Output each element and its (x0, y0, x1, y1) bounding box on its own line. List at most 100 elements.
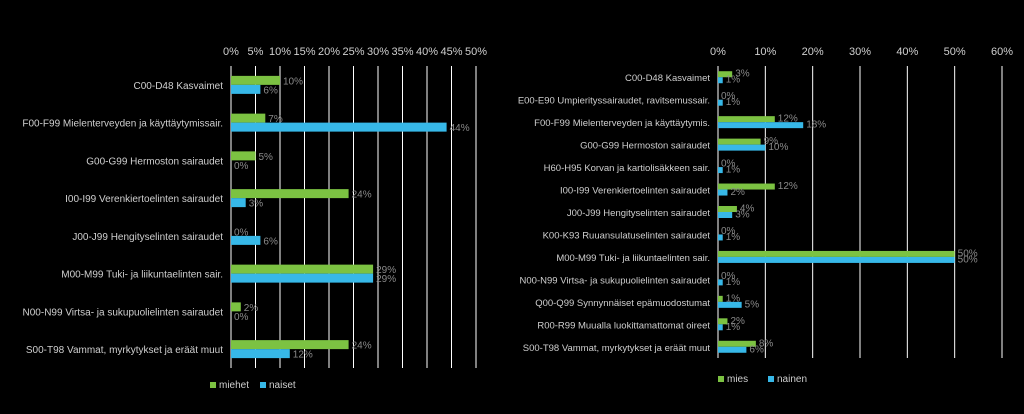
x-tick-label: 45% (440, 46, 462, 58)
bar-miehet (231, 264, 374, 274)
bar-nainen (718, 212, 733, 218)
x-tick-label: 20% (318, 46, 340, 58)
bar-naiset (231, 122, 447, 132)
data-label: 10% (283, 76, 303, 87)
category-label: S00-T98 Vammat, myrkytykset ja eräät muu… (26, 345, 223, 356)
category-label: H60-H95 Korvan ja kartiolisäkkeen sair. (544, 163, 710, 174)
data-label: 3% (735, 210, 750, 221)
x-tick-label: 5% (248, 46, 264, 58)
legend-swatch-naiset (260, 382, 266, 388)
data-label: 1% (726, 75, 741, 86)
data-label: 0% (721, 91, 736, 102)
data-label: 7% (268, 114, 283, 125)
x-tick-label: 10% (269, 46, 291, 58)
bar-nainen (718, 234, 723, 241)
data-label: 12% (778, 181, 798, 192)
category-label: F00-F99 Mielenterveyden ja käyttäytymiss… (22, 119, 223, 130)
data-label: 24% (352, 341, 372, 352)
data-label: 6% (749, 344, 764, 355)
data-label: 0% (234, 161, 249, 172)
bar-nainen (718, 279, 723, 286)
data-label: 0% (721, 226, 736, 237)
bar-nainen (718, 189, 728, 196)
x-tick-label: 30% (849, 46, 871, 58)
bar-mies (718, 116, 775, 123)
x-tick-label: 50% (944, 46, 966, 58)
bar-nainen (718, 99, 723, 106)
bar-mies (718, 183, 775, 190)
data-label: 3% (249, 199, 264, 210)
bar-miehet (231, 113, 266, 123)
legend-swatch-nainen (768, 376, 774, 382)
x-tick-label: 60% (991, 46, 1013, 58)
bar-nainen (718, 77, 723, 84)
legend-label-miehet: miehet (219, 380, 249, 391)
data-label: 9% (764, 136, 779, 147)
data-label: 0% (721, 159, 736, 170)
bar-naiset (231, 273, 374, 283)
data-label: 6% (263, 85, 278, 96)
data-label: 4% (740, 204, 755, 215)
data-label: 10% (768, 142, 788, 153)
x-tick-label: 25% (342, 46, 364, 58)
category-label: M00-M99 Tuki- ja liikuntaelinten sair. (61, 270, 223, 281)
bar-naiset (231, 349, 290, 359)
data-label: 0% (234, 227, 249, 238)
bar-mies (718, 340, 756, 347)
category-label: E00-E90 Umpierityssairaudet, ravitsemuss… (518, 96, 710, 107)
category-label: K00-K93 Ruuansulatuselinten sairaudet (543, 230, 711, 241)
data-label: 1% (726, 232, 741, 243)
legend-swatch-miehet (210, 382, 216, 388)
category-label: J00-J99 Hengityselinten sairaudet (567, 208, 710, 219)
x-tick-label: 40% (896, 46, 918, 58)
bar-naiset (231, 235, 261, 245)
data-label: 24% (352, 190, 372, 201)
x-tick-label: 30% (367, 46, 389, 58)
bar-naiset (231, 198, 246, 208)
bar-mies (718, 318, 728, 325)
bar-mies (718, 138, 761, 145)
x-tick-label: 40% (416, 46, 438, 58)
data-label: 50% (958, 254, 978, 265)
legend-swatch-mies (718, 376, 724, 382)
data-label: 12% (778, 114, 798, 125)
data-label: 6% (263, 236, 278, 247)
chart-2: 0% 10% 20% 30% 40% 50% 60%C00-D48 Kasvaimet 3%1… (518, 46, 1013, 385)
data-label: 44% (450, 123, 470, 134)
legend-label-mies: mies (727, 374, 748, 385)
category-label: S00-T98 Vammat, myrkytykset ja eräät muu… (523, 343, 711, 354)
category-label: C00-D48 Kasvaimet (625, 73, 710, 84)
data-label: 5% (259, 152, 274, 163)
bar-miehet (231, 302, 241, 312)
category-label: N00-N99 Virtsa- ja sukupuolielinten sair… (520, 275, 711, 286)
category-label: C00-D48 Kasvaimet (134, 81, 224, 92)
bar-nainen (718, 346, 747, 353)
category-label: J00-J99 Hengityselinten sairaudet (72, 232, 223, 243)
data-label: 2% (730, 187, 745, 198)
data-label: 2% (730, 316, 745, 327)
data-label: 1% (726, 293, 741, 304)
data-label: 29% (376, 265, 396, 276)
x-tick-label: 50% (465, 46, 487, 58)
category-label: G00-G99 Hermoston sairaudet (86, 156, 223, 167)
x-tick-label: 10% (754, 46, 776, 58)
data-label: 50% (958, 248, 978, 259)
category-label: Q00-Q99 Synnynnäiset epämuodostumat (535, 298, 710, 309)
category-label: R00-R99 Muualla luokittamattomat oireet (537, 320, 710, 331)
category-label: I00-I99 Verenkiertoelinten sairaudet (560, 186, 710, 197)
x-tick-label: 0% (710, 46, 726, 58)
data-label: 18% (806, 120, 826, 131)
bar-nainen (718, 167, 723, 174)
data-label: 1% (726, 165, 741, 176)
legend-label-naiset: naiset (269, 380, 296, 391)
bar-miehet (231, 151, 256, 161)
x-tick-label: 20% (802, 46, 824, 58)
data-label: 3% (735, 69, 750, 80)
data-label: 29% (376, 274, 396, 285)
bar-mies (718, 71, 733, 78)
bar-mies (718, 206, 737, 212)
bar-nainen (718, 144, 766, 151)
x-tick-label: 35% (391, 46, 413, 58)
